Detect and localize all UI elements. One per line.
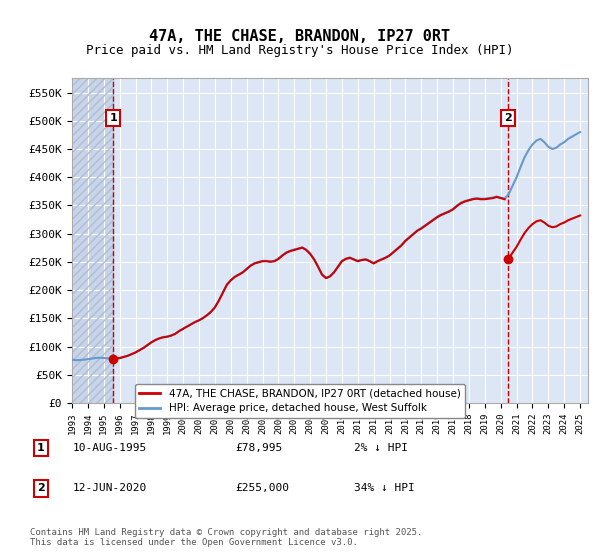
Text: 47A, THE CHASE, BRANDON, IP27 0RT: 47A, THE CHASE, BRANDON, IP27 0RT — [149, 29, 451, 44]
Text: 2% ↓ HPI: 2% ↓ HPI — [354, 443, 408, 453]
Legend: 47A, THE CHASE, BRANDON, IP27 0RT (detached house), HPI: Average price, detached: 47A, THE CHASE, BRANDON, IP27 0RT (detac… — [136, 384, 464, 418]
Text: 10-AUG-1995: 10-AUG-1995 — [73, 443, 148, 453]
Bar — [72, 78, 113, 403]
Text: Price paid vs. HM Land Registry's House Price Index (HPI): Price paid vs. HM Land Registry's House … — [86, 44, 514, 57]
Text: £78,995: £78,995 — [235, 443, 283, 453]
Text: £255,000: £255,000 — [235, 483, 289, 493]
Text: Contains HM Land Registry data © Crown copyright and database right 2025.
This d: Contains HM Land Registry data © Crown c… — [30, 528, 422, 547]
Text: 2: 2 — [504, 113, 512, 123]
Text: 34% ↓ HPI: 34% ↓ HPI — [354, 483, 415, 493]
Text: 12-JUN-2020: 12-JUN-2020 — [73, 483, 148, 493]
Text: 1: 1 — [37, 443, 44, 453]
Bar — [72, 78, 113, 403]
Text: 2: 2 — [37, 483, 44, 493]
Text: 1: 1 — [109, 113, 117, 123]
